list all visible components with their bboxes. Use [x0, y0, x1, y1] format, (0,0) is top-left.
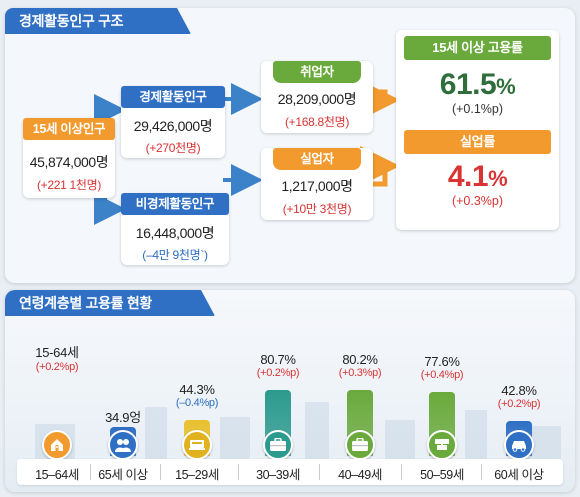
city-building: [465, 410, 487, 462]
age-title: 연령계층별 고용률 현황: [5, 290, 215, 316]
age-value-block: 44.3% (–0.4%p): [157, 382, 237, 409]
emp-rate-change: (+0.1%p): [451, 102, 504, 116]
arrow-to-active: [94, 94, 126, 126]
employed-value: 28,209,000명: [277, 91, 357, 107]
category-divider: [319, 464, 320, 480]
unemployed-change: (+10만 3천명): [282, 202, 352, 216]
age-change: (+0.2%p): [497, 398, 541, 410]
category-divider: [401, 464, 402, 480]
age-value-block: 80.2% (+0.3%p): [320, 352, 400, 379]
age-value: 42.8%: [501, 383, 537, 398]
active-value: 29,426,000명: [133, 118, 213, 134]
category-divider: [238, 464, 239, 480]
arrow-to-emp-rate: [360, 80, 400, 120]
category-divider: [160, 464, 161, 480]
age-value: 80.7%: [260, 352, 296, 367]
unemp-rate-label: 실업률: [404, 130, 551, 154]
employed-change: (+168.8천명): [284, 115, 350, 129]
age-change: (+0.2%p): [256, 367, 300, 379]
age-category-label: 40–49세: [338, 468, 382, 482]
structure-panel: 경제활동인구 구조 15세 이상인구 45,874,000명 (+221 1천명…: [5, 8, 575, 283]
age-panel: 연령계층별 고용률 현황 15-64세 (+0.2%p) 34.9엉 44.3% (–0…: [5, 290, 575, 492]
active-label: 경제활동인구: [121, 86, 225, 108]
age-category-bar: 15–64세 65세 이상 15–29세 30–39세 40–49세 50–59세 60세 …: [17, 459, 563, 485]
unemployed-card: 실업자 1,217,000명 (+10만 3천명): [261, 148, 373, 220]
structure-title: 경제활동인구 구조: [5, 8, 191, 34]
age-change: (+0.3%p): [338, 367, 382, 379]
age-category-label: 30–39세: [256, 468, 300, 482]
age-value: 80.2%: [342, 352, 378, 367]
category-divider: [481, 464, 482, 480]
unemployed-label: 실업자: [273, 148, 361, 170]
bed-icon: [182, 430, 212, 460]
pop15-card: 15세 이상인구 45,874,000명 (+221 1천명): [23, 118, 115, 198]
age-change: (–0.4%p): [175, 397, 219, 409]
age-value-block: 80.7% (+0.2%p): [238, 352, 318, 379]
emp-rate-value: 61.5: [439, 68, 497, 101]
age-category-label: 65세 이상: [98, 468, 148, 482]
age-value-block: 15-64세 (+0.2%p): [17, 342, 97, 373]
unemp-rate-unit: %: [488, 166, 508, 191]
city-building: [385, 420, 415, 462]
house-icon: [42, 430, 72, 460]
emp-rate-number: 61.5%: [396, 68, 559, 102]
sign-icon: [427, 430, 457, 460]
employed-label: 취업자: [273, 61, 361, 83]
age-value-block: 77.6% (+0.4%p): [402, 354, 482, 381]
inactive-card: 비경제활동인구 16,448,000명 (–4만 9천명`): [121, 193, 229, 265]
age-value: 15-64세: [35, 345, 79, 360]
city-building: [220, 417, 250, 462]
city-building: [145, 407, 167, 462]
inactive-value: 16,448,000명: [135, 225, 215, 241]
unemp-rate-change: (+0.3%p): [451, 194, 504, 208]
rates-card: 15세 이상 고용률 61.5% (+0.1%p) 실업률 4.1% (+0.3…: [396, 30, 559, 230]
pop15-value: 45,874,000명: [29, 154, 109, 170]
inactive-change: (–4만 9천명`): [142, 248, 208, 262]
active-change: (+270천명): [145, 141, 201, 155]
briefcase-icon: [345, 430, 375, 460]
emp-rate-label: 15세 이상 고용률: [404, 36, 551, 60]
car-icon: [504, 430, 534, 460]
age-value-block: 34.9엉: [83, 407, 163, 426]
age-value: 77.6%: [424, 354, 460, 369]
emp-rate-unit: %: [496, 74, 516, 99]
city-building: [305, 402, 329, 462]
inactive-label: 비경제활동인구: [121, 193, 229, 215]
age-category-label: 15–29세: [175, 468, 219, 482]
age-change: (+0.4%p): [420, 369, 464, 381]
employed-card: 취업자 28,209,000명 (+168.8천명): [261, 61, 373, 133]
flow-arrows: [94, 80, 400, 225]
age-category-label: 50–59세: [420, 468, 464, 482]
age-value-block: 42.8% (+0.2%p): [479, 383, 559, 410]
age-category-label: 60세 이상: [494, 468, 544, 482]
pop15-change: (+221 1천명): [36, 178, 102, 192]
unemployed-value: 1,217,000명: [281, 178, 353, 194]
category-divider: [90, 464, 91, 480]
age-category-label: 15–64세: [35, 468, 79, 482]
arrow-to-unemp-rate: [360, 146, 400, 187]
age-value: 44.3%: [179, 382, 215, 397]
briefcase-icon: [263, 430, 293, 460]
age-value: 34.9엉: [105, 410, 141, 425]
people-icon: [108, 430, 138, 460]
arrow-to-inactive: [94, 193, 126, 225]
pop15-label: 15세 이상인구: [23, 118, 115, 140]
age-change: (+0.2%p): [35, 361, 79, 373]
unemp-rate-value: 4.1: [447, 160, 489, 193]
unemp-rate-number: 4.1%: [396, 160, 559, 194]
active-card: 경제활동인구 29,426,000명 (+270천명): [121, 86, 225, 158]
